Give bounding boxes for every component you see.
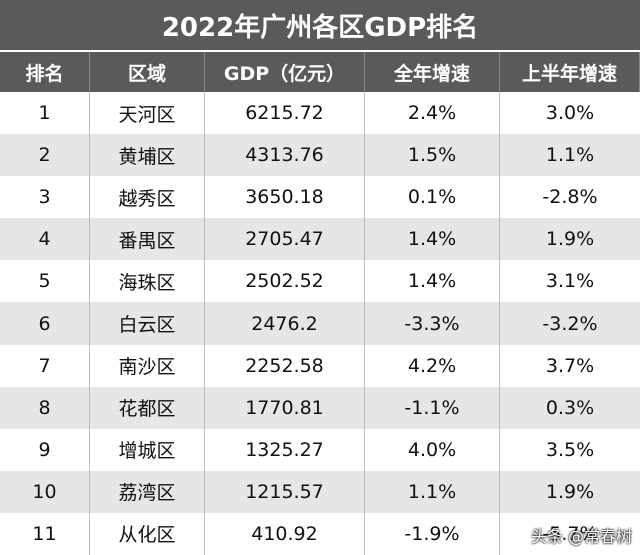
cell: 增城区 — [90, 428, 205, 471]
cell: 4 — [0, 218, 90, 261]
watermark: 头条 @常春树 — [530, 527, 632, 546]
cell: -1.1% — [365, 386, 500, 429]
cell: 1.1% — [545, 144, 595, 167]
table-row: 1 天河区 6215.72 2.4% 3.0% — [0, 92, 640, 135]
cell: 5 — [0, 260, 90, 303]
cell: 3650.18 — [205, 176, 365, 219]
cell: 3.5% — [545, 438, 595, 461]
cell: 荔湾区 — [90, 470, 205, 513]
table-row: 10 荔湾区 1215.57 1.1% 1.9% — [0, 470, 640, 513]
cell: 黄埔区 — [90, 134, 205, 177]
cell: 1.9% — [545, 228, 595, 251]
cell: 3 — [0, 176, 90, 219]
cell: 从化区 — [90, 512, 205, 555]
cell: 1.5% — [365, 134, 500, 177]
header-cell: 全年增速 — [365, 52, 500, 92]
cell: 1.1% — [365, 470, 500, 513]
cell: 2.4% — [365, 92, 500, 135]
cell: 白云区 — [90, 302, 205, 345]
cell: 1.9% — [545, 480, 595, 503]
cell: 0.1% — [365, 176, 500, 219]
header-row: 排名 区域 GDP（亿元） 全年增速 上半年增速 — [0, 52, 640, 92]
table-row: 6 白云区 2476.2 -3.3% -3.2% — [0, 302, 640, 345]
table-row: 11 从化区 410.92 -1.9% -5.7% — [0, 512, 640, 555]
cell: -1.9% — [365, 512, 500, 555]
header-cell: 上半年增速 — [500, 52, 640, 92]
cell: 4.0% — [365, 428, 500, 471]
cell: 4.2% — [365, 344, 500, 387]
title: 2022年广州各区GDP排名 — [0, 0, 640, 50]
cell: 天河区 — [90, 92, 205, 135]
cell: 3.1% — [545, 270, 595, 293]
cell: 1770.81 — [205, 386, 365, 429]
cell: 2476.2 — [205, 302, 365, 345]
cell: 2 — [0, 134, 90, 177]
header-cell: 排名 — [0, 52, 90, 92]
cell: 海珠区 — [90, 260, 205, 303]
cell: -2.8% — [542, 186, 598, 209]
cell: 花都区 — [90, 386, 205, 429]
cell: 越秀区 — [90, 176, 205, 219]
cell: 3.7% — [545, 354, 595, 377]
cell: 8 — [0, 386, 90, 429]
table-row: 4 番禺区 2705.47 1.4% 1.9% — [0, 218, 640, 261]
table-row: 7 南沙区 2252.58 4.2% 3.7% — [0, 344, 640, 387]
cell: 3.0% — [545, 102, 595, 125]
cell: 11 — [0, 512, 90, 555]
cell: 4313.76 — [205, 134, 365, 177]
cell: 6215.72 — [205, 92, 365, 135]
table: 排名 区域 GDP（亿元） 全年增速 上半年增速 1 天河区 6215.72 2.4% 3.0% 2… — [0, 52, 640, 555]
cell: 7 — [0, 344, 90, 387]
cell: 9 — [0, 428, 90, 471]
table-row: 8 花都区 1770.81 -1.1% 0.3% — [0, 386, 640, 429]
table-row: 5 海珠区 2502.52 1.4% 3.1% — [0, 260, 640, 303]
cell: 番禺区 — [90, 218, 205, 261]
cell: 1.4% — [365, 260, 500, 303]
cell: 1325.27 — [205, 428, 365, 471]
cell: -5.7% — [542, 522, 598, 545]
cell: 0.3% — [545, 396, 595, 419]
cell: 410.92 — [205, 512, 365, 555]
cell: 1215.57 — [205, 470, 365, 513]
cell: 10 — [0, 470, 90, 513]
cell: 南沙区 — [90, 344, 205, 387]
cell: 2252.58 — [205, 344, 365, 387]
cell: 6 — [0, 302, 90, 345]
cell: 1.4% — [365, 218, 500, 261]
cell: 1 — [0, 92, 90, 135]
cell: -3.3% — [365, 302, 500, 345]
table-row: 9 增城区 1325.27 4.0% 3.5% — [0, 428, 640, 471]
header-cell: GDP（亿元） — [205, 52, 365, 92]
cell: 2502.52 — [205, 260, 365, 303]
cell: 2705.47 — [205, 218, 365, 261]
cell: -3.2% — [542, 312, 598, 335]
table-row: 3 越秀区 3650.18 0.1% -2.8% — [0, 176, 640, 219]
table-row: 2 黄埔区 4313.76 1.5% 1.1% — [0, 134, 640, 177]
header-cell: 区域 — [90, 52, 205, 92]
